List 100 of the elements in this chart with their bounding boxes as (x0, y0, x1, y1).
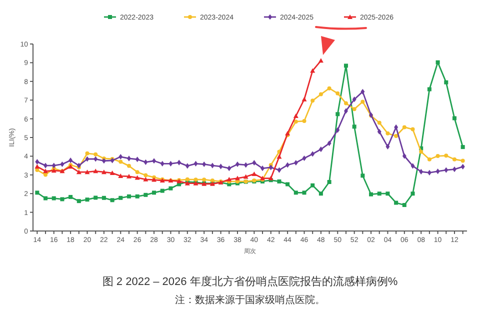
point (35, 190, 40, 195)
point (402, 125, 406, 130)
point (168, 186, 173, 190)
point (60, 197, 64, 202)
point (152, 177, 157, 182)
point (336, 112, 340, 116)
point (34, 164, 40, 169)
point (285, 130, 290, 136)
point (377, 192, 382, 196)
point (286, 182, 290, 186)
point (52, 162, 56, 168)
point (234, 176, 240, 180)
point (410, 192, 415, 196)
point (43, 168, 48, 174)
point (160, 188, 164, 193)
point (419, 150, 424, 154)
point (344, 64, 348, 68)
point (118, 174, 124, 178)
point (110, 198, 114, 202)
point (110, 170, 115, 176)
point (135, 170, 140, 174)
point (402, 153, 406, 159)
point (394, 134, 398, 138)
point (84, 170, 90, 174)
point (402, 203, 406, 208)
point (268, 164, 273, 170)
point (410, 163, 415, 169)
point (277, 167, 282, 173)
text: 注：数据来源于国家级哨点医院。 (175, 294, 325, 306)
point (302, 190, 306, 195)
point (185, 177, 190, 182)
point (126, 156, 131, 162)
point (94, 156, 98, 162)
point (460, 145, 465, 150)
point (93, 168, 98, 174)
point (360, 174, 365, 178)
point (252, 171, 257, 176)
point (318, 58, 324, 63)
point (144, 192, 148, 197)
point (310, 183, 315, 188)
point (35, 168, 40, 172)
point (118, 196, 123, 200)
point (302, 119, 306, 124)
point (352, 107, 356, 112)
point (352, 96, 356, 102)
point (336, 91, 340, 96)
point (35, 159, 40, 165)
point (344, 108, 348, 114)
point (318, 92, 323, 96)
point (293, 113, 298, 118)
point (394, 200, 398, 205)
point (135, 156, 140, 162)
point (277, 179, 282, 184)
point (160, 160, 164, 166)
point (44, 172, 48, 177)
point (210, 178, 214, 183)
point (76, 170, 82, 174)
point (310, 98, 315, 103)
point (185, 163, 190, 169)
point (126, 194, 131, 198)
point (286, 162, 290, 168)
point (460, 164, 465, 170)
point (152, 158, 156, 164)
point (118, 160, 123, 164)
point (352, 124, 356, 129)
point (436, 154, 440, 158)
point (94, 152, 98, 156)
point (386, 192, 390, 196)
point (101, 170, 106, 174)
point (76, 162, 81, 168)
text: 图 2 2022 – 2026 年度北方省份哨点医院报告的流感样病例% (102, 275, 398, 288)
point (126, 164, 131, 168)
point (427, 87, 432, 92)
point (244, 162, 248, 168)
point (452, 157, 456, 162)
point (436, 168, 440, 174)
point (110, 158, 114, 164)
point (444, 80, 448, 84)
point (294, 120, 298, 124)
point (51, 168, 56, 173)
point (102, 196, 106, 200)
point (436, 60, 440, 64)
point (327, 180, 332, 184)
point (260, 166, 265, 172)
point (336, 127, 340, 133)
point (444, 167, 448, 173)
point (427, 157, 432, 162)
point (386, 144, 390, 150)
point (310, 68, 316, 73)
point (427, 170, 432, 176)
point (310, 151, 315, 157)
point (276, 154, 282, 159)
point (410, 127, 415, 132)
point (68, 158, 73, 164)
point (44, 196, 48, 200)
point (194, 160, 198, 166)
point (360, 88, 365, 94)
point (202, 178, 206, 182)
point (44, 162, 48, 168)
point (369, 192, 374, 196)
